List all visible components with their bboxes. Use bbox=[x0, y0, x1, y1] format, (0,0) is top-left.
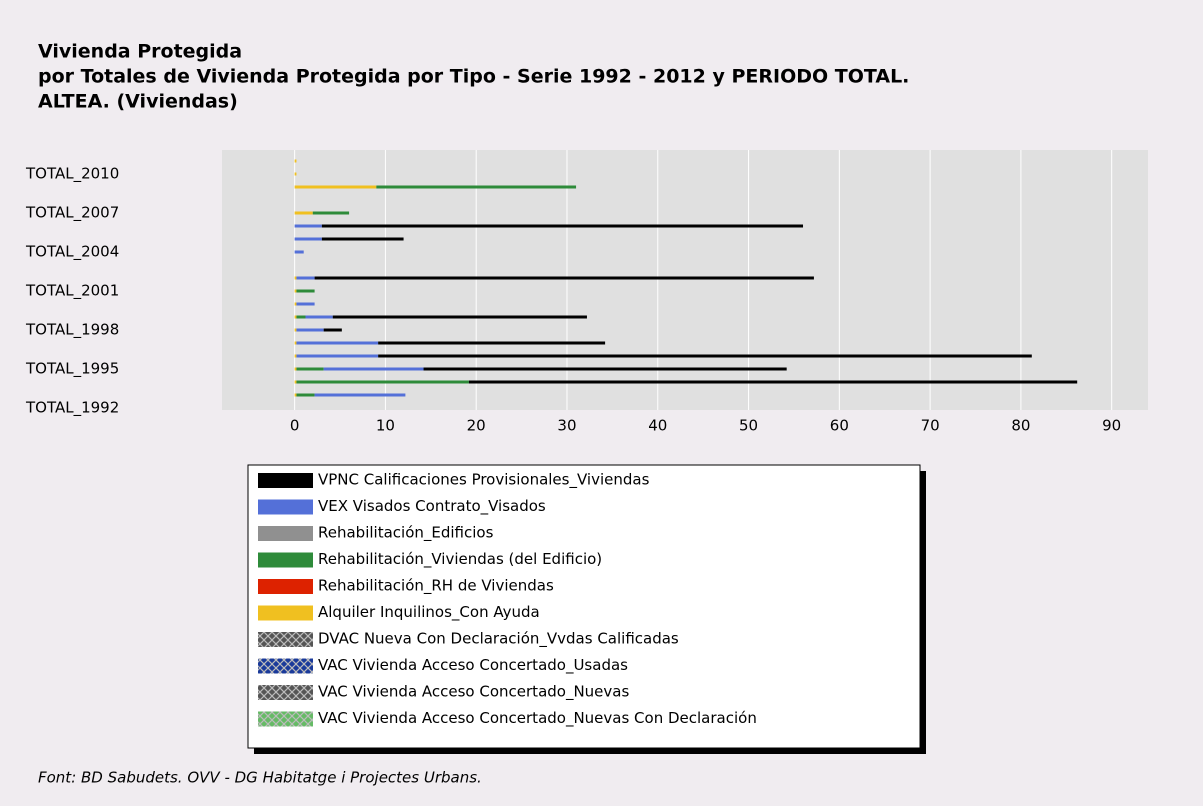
y-tick-label: TOTAL_2010 bbox=[25, 165, 119, 184]
legend-label: VAC Vivienda Acceso Concertado_Nuevas Co… bbox=[318, 709, 757, 728]
legend-label: VAC Vivienda Acceso Concertado_Nuevas bbox=[318, 683, 629, 702]
bar-segment bbox=[321, 237, 404, 241]
bar-segment bbox=[294, 354, 297, 358]
footnote: Font: BD Sabudets. OVV - DG Habitatge i … bbox=[38, 769, 482, 787]
bar-segment bbox=[296, 328, 324, 332]
bar-segment bbox=[294, 393, 297, 397]
bar-segment bbox=[294, 328, 297, 332]
bar-segment bbox=[294, 276, 297, 280]
legend-swatch bbox=[258, 658, 313, 674]
legend-label: DVAC Nueva Con Declaración_Vvdas Calific… bbox=[318, 630, 679, 649]
bar-segment bbox=[378, 341, 606, 345]
bar-segment bbox=[296, 315, 306, 319]
chart-subtitle: por Totales de Vivienda Protegida por Ti… bbox=[38, 66, 909, 88]
legend-swatch bbox=[258, 632, 313, 647]
bar-segment bbox=[294, 237, 322, 241]
bar-segment bbox=[312, 211, 350, 215]
y-tick-label: TOTAL_1998 bbox=[25, 321, 119, 340]
legend bbox=[247, 464, 921, 749]
legend-swatch bbox=[258, 552, 313, 568]
x-tick-label: 70 bbox=[921, 417, 940, 435]
bar-segment bbox=[296, 276, 315, 280]
bar-segment bbox=[294, 380, 297, 384]
bar-segment bbox=[376, 185, 577, 189]
bar-segment bbox=[294, 159, 297, 163]
plot-area bbox=[222, 150, 1148, 410]
legend-label: VPNC Calificaciones Provisionales_Vivien… bbox=[318, 471, 650, 490]
x-tick-label: 30 bbox=[557, 417, 576, 435]
legend-label: Rehabilitación_RH de Viviendas bbox=[318, 577, 554, 596]
bar-segment bbox=[296, 393, 315, 397]
bar-segment bbox=[294, 185, 377, 189]
bar-segment bbox=[314, 276, 814, 280]
y-tick-label: TOTAL_1992 bbox=[25, 399, 119, 418]
bar-segment bbox=[294, 224, 322, 228]
x-tick-label: 50 bbox=[739, 417, 758, 435]
y-tick-label: TOTAL_2007 bbox=[25, 204, 119, 223]
x-tick-label: 60 bbox=[830, 417, 849, 435]
bar-segment bbox=[323, 367, 424, 371]
bar-segment bbox=[294, 250, 304, 254]
bar-segment bbox=[296, 341, 379, 345]
bar-segment bbox=[294, 315, 297, 319]
bar-segment bbox=[294, 289, 297, 293]
legend-swatch bbox=[258, 579, 313, 594]
legend-swatch bbox=[258, 711, 313, 727]
x-tick-label: 10 bbox=[376, 417, 395, 435]
bar-segment bbox=[296, 302, 315, 306]
bar-segment bbox=[294, 341, 297, 345]
bar-segment bbox=[314, 393, 406, 397]
x-tick-label: 0 bbox=[290, 417, 300, 435]
x-tick-label: 80 bbox=[1011, 417, 1030, 435]
bar-segment bbox=[332, 315, 587, 319]
bar-segment bbox=[323, 328, 342, 332]
x-tick-label: 40 bbox=[648, 417, 667, 435]
legend-swatch bbox=[258, 473, 313, 488]
chart-title: Vivienda Protegida bbox=[38, 41, 242, 63]
bar-segment bbox=[296, 380, 469, 384]
y-tick-label: TOTAL_1995 bbox=[25, 360, 119, 379]
y-tick-label: TOTAL_2001 bbox=[25, 282, 119, 301]
chart-subtitle: ALTEA. (Viviendas) bbox=[38, 91, 238, 113]
bar-segment bbox=[296, 354, 379, 358]
legend-swatch bbox=[258, 685, 313, 700]
bar-segment bbox=[305, 315, 333, 319]
legend-label: Rehabilitación_Viviendas (del Edificio) bbox=[318, 550, 602, 569]
bar-segment bbox=[296, 367, 324, 371]
bar-segment bbox=[294, 367, 297, 371]
bar-segment bbox=[294, 172, 297, 176]
legend-swatch bbox=[258, 526, 313, 541]
bar-segment bbox=[321, 224, 804, 228]
bar-segment bbox=[294, 302, 297, 306]
legend-label: Alquiler Inquilinos_Con Ayuda bbox=[318, 603, 540, 622]
bar-segment bbox=[378, 354, 1032, 358]
bar-segment bbox=[296, 289, 315, 293]
legend-label: VEX Visados Contrato_Visados bbox=[318, 497, 546, 516]
legend-swatch bbox=[258, 605, 313, 621]
bar-segment bbox=[294, 211, 313, 215]
bar-segment bbox=[423, 367, 787, 371]
x-tick-label: 20 bbox=[467, 417, 486, 435]
legend-swatch bbox=[258, 499, 313, 515]
bar-segment bbox=[468, 380, 1078, 384]
y-tick-label: TOTAL_2004 bbox=[25, 243, 119, 262]
legend-label: Rehabilitación_Edificios bbox=[318, 524, 494, 543]
x-tick-label: 90 bbox=[1102, 417, 1121, 435]
legend-label: VAC Vivienda Acceso Concertado_Usadas bbox=[318, 656, 628, 675]
